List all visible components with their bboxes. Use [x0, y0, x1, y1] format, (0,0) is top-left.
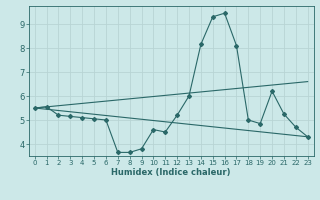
X-axis label: Humidex (Indice chaleur): Humidex (Indice chaleur)	[111, 168, 231, 177]
